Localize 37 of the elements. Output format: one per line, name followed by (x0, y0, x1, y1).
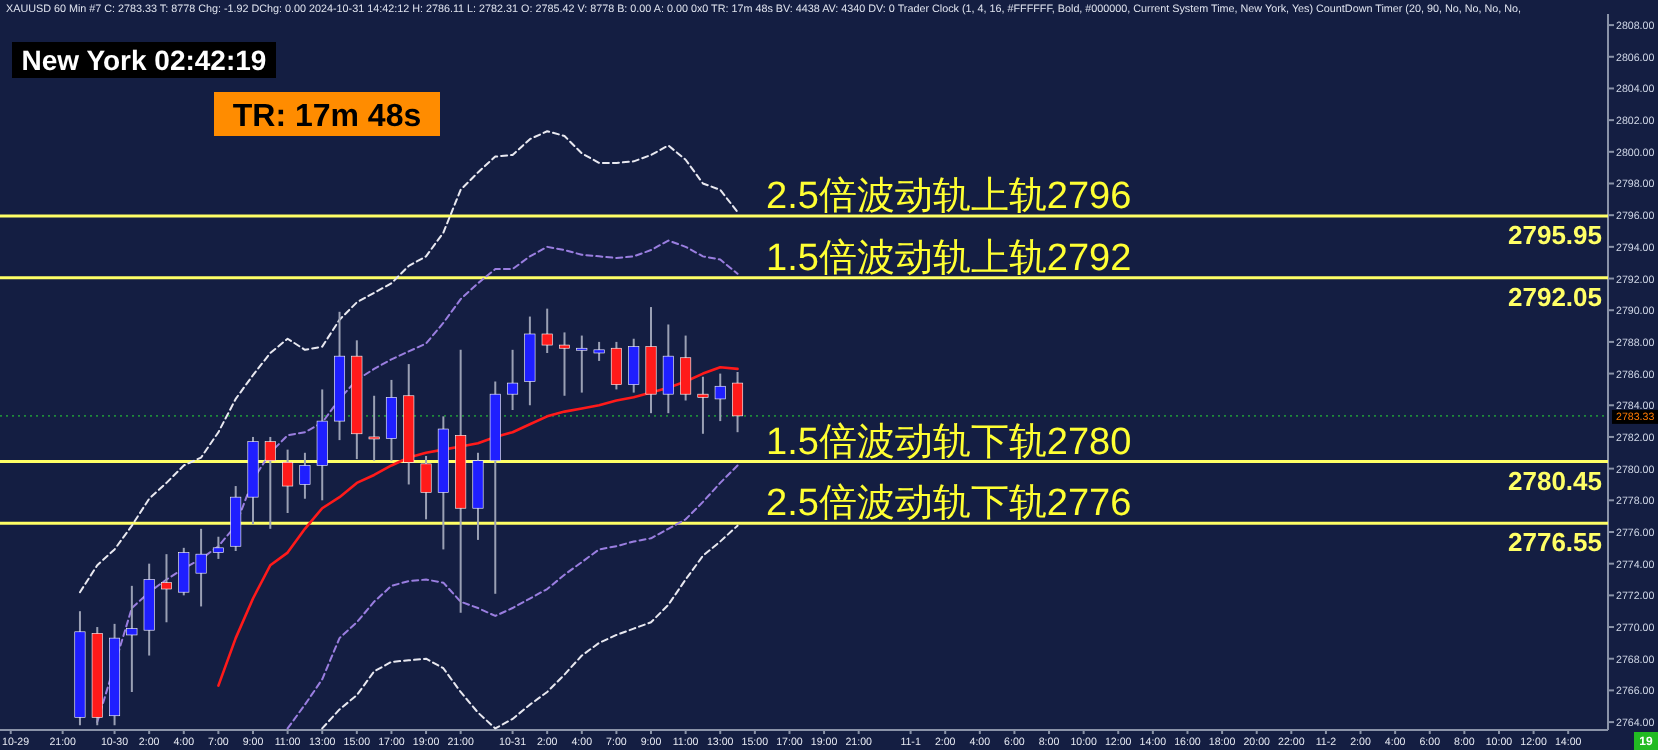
annotation: New York 02:42:19 (21, 44, 267, 77)
annotation: 2.5倍波动轨下轨2776 (766, 483, 1132, 526)
candlestick (212, 535, 224, 560)
candlestick (645, 306, 657, 415)
candlestick (697, 375, 709, 435)
candlestick (714, 372, 726, 423)
candlestick (576, 334, 588, 394)
candlestick (628, 337, 640, 394)
candlestick (662, 323, 674, 415)
annotation: 1.5倍波动轨下轨2780 (766, 421, 1132, 464)
candlestick (195, 527, 207, 608)
ref-label: 2780.45 (1508, 465, 1602, 496)
candlestick (593, 340, 605, 362)
annotation: TR: 17m 48s (232, 99, 422, 134)
annotation: 2.5倍波动轨上轨2796 (766, 175, 1132, 218)
candlestick (420, 454, 432, 521)
candlestick (299, 451, 311, 500)
candlestick (160, 553, 172, 624)
candlestick (524, 315, 536, 407)
annotation: 1.5倍波动轨上轨2792 (766, 237, 1132, 280)
ref-label: 2795.95 (1508, 219, 1602, 250)
candlestick (541, 307, 553, 354)
candlestick (559, 331, 570, 397)
candlestick (316, 388, 328, 502)
candlestick (680, 334, 692, 402)
ref-label: 2776.55 (1508, 527, 1602, 558)
candlestick (178, 546, 190, 597)
candlestick (282, 448, 294, 514)
candlestick (610, 340, 622, 391)
ref-label: 2792.05 (1508, 281, 1602, 312)
candlestick (264, 435, 276, 530)
candlestick (732, 371, 744, 434)
candlestick (126, 584, 138, 693)
candlestick (507, 348, 519, 412)
candlestick (472, 451, 484, 541)
candlestick (368, 394, 380, 462)
candlestick (385, 378, 397, 462)
